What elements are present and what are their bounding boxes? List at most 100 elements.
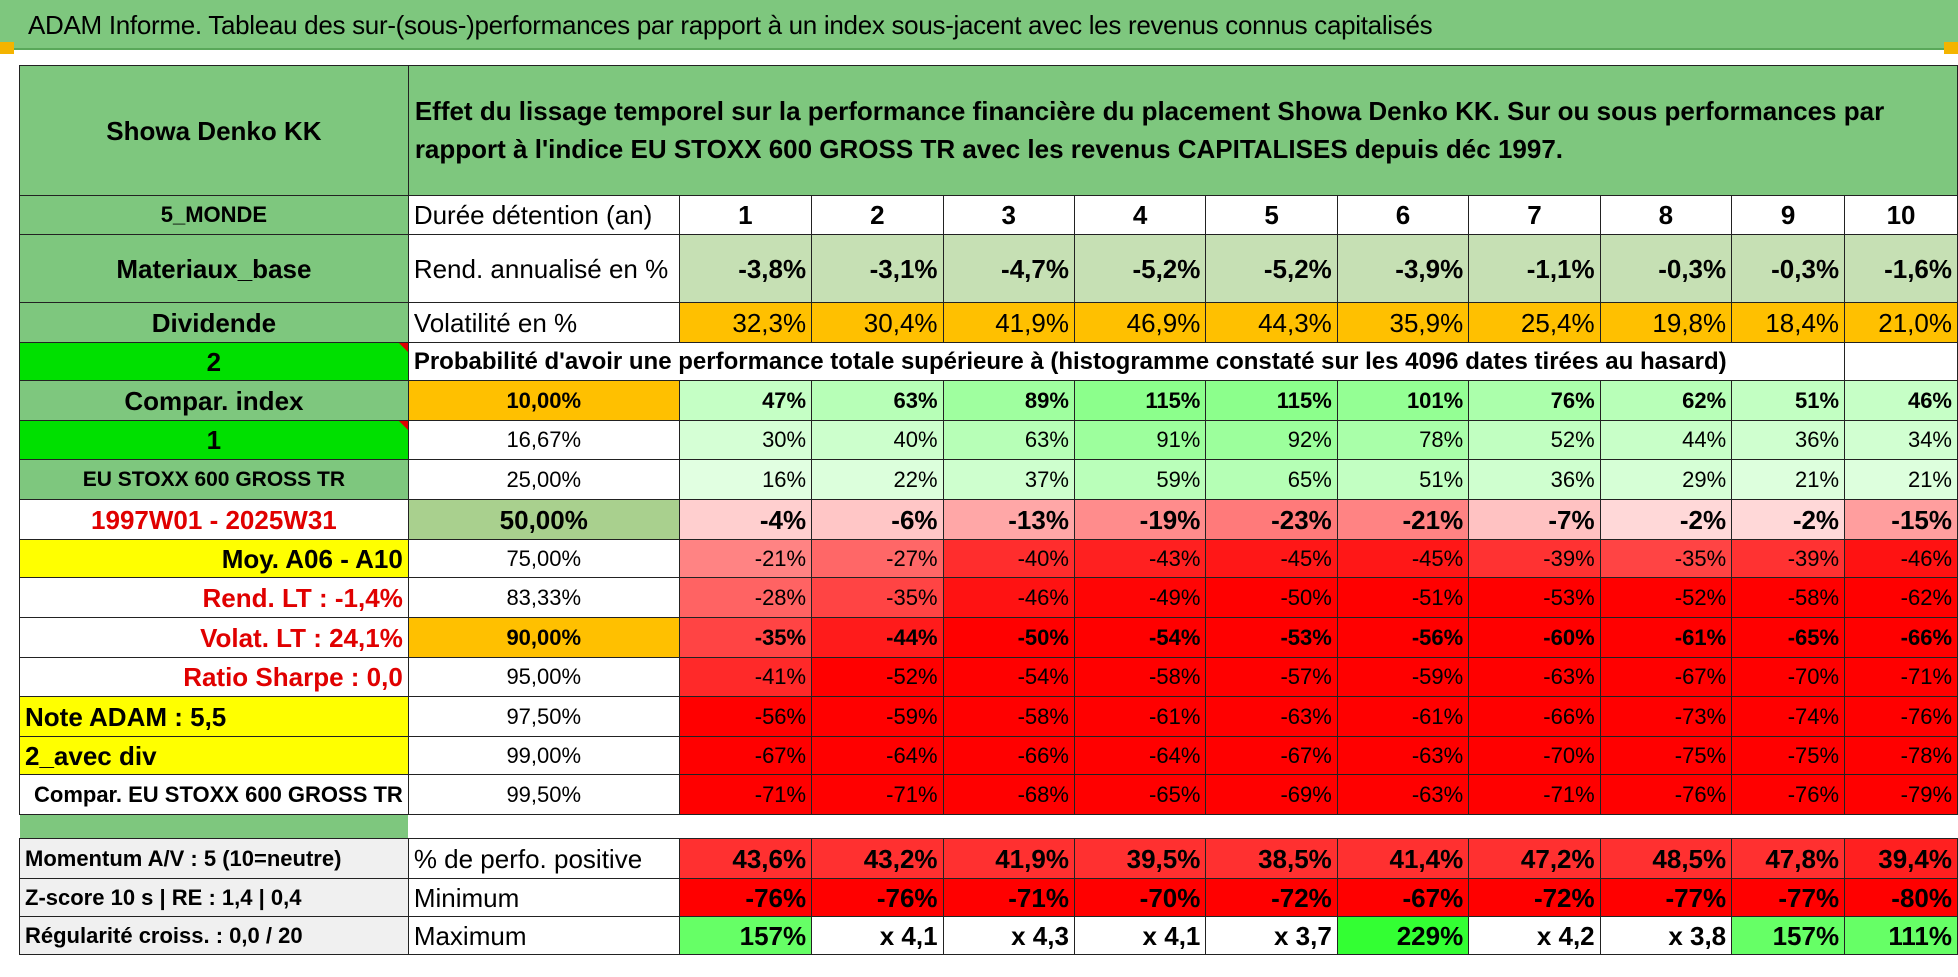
max-cell: x 4,3 bbox=[942, 916, 1075, 955]
quantile-cell: -46% bbox=[1844, 539, 1958, 578]
quantile-cell: -66% bbox=[942, 736, 1075, 775]
quantile-cell: -68% bbox=[942, 774, 1075, 815]
min-cell: -71% bbox=[942, 878, 1075, 917]
quantile-cell: -7% bbox=[1468, 499, 1601, 540]
year-header: 1 bbox=[678, 195, 813, 235]
rend-row: Materiaux_base Rend. annualisé en % -3,8… bbox=[19, 234, 1958, 303]
quantile-cell: 21% bbox=[1844, 459, 1958, 500]
min-cell: -76% bbox=[811, 878, 944, 917]
quantile-cell: 36% bbox=[1468, 459, 1601, 500]
quantile-cell: -2% bbox=[1599, 499, 1733, 540]
quantile-cell: -76% bbox=[1844, 696, 1958, 737]
quantile-cell: -63% bbox=[1468, 657, 1601, 697]
quantile-cell: -53% bbox=[1468, 577, 1601, 618]
blank-cell bbox=[1844, 342, 1958, 381]
quantile-cell: -39% bbox=[1731, 539, 1846, 578]
quantile-cell: -50% bbox=[1205, 577, 1338, 618]
quantile-cell: -56% bbox=[678, 696, 813, 737]
q-row-9: 2_avec div 99,00% -67% -64% -66% -64% -67% -63… bbox=[19, 736, 1958, 775]
quantile-cell: -41% bbox=[678, 657, 813, 697]
quantile-cell: -54% bbox=[1073, 617, 1207, 658]
quantile-cell: -45% bbox=[1205, 539, 1338, 578]
index-name: EU STOXX 600 GROSS TR bbox=[19, 459, 409, 500]
quantile-cell: -64% bbox=[1073, 736, 1207, 775]
quantile-label: 99,50% bbox=[407, 774, 680, 815]
quantile-cell: 65% bbox=[1205, 459, 1338, 500]
duration-label: Durée détention (an) bbox=[407, 195, 680, 235]
quantile-cell: -65% bbox=[1073, 774, 1207, 815]
vol-cell: 35,9% bbox=[1336, 302, 1470, 343]
momentum-label: Momentum A/V : 5 (10=neutre) bbox=[19, 838, 409, 879]
q-row-1: 1 16,67% 30% 40% 63% 91% 92% 78% 52% 44% 36% 34% bbox=[19, 420, 1958, 460]
quantile-cell: -70% bbox=[1731, 657, 1846, 697]
quantile-cell: -35% bbox=[678, 617, 813, 658]
quantile-label: 16,67% bbox=[407, 420, 680, 460]
quantile-cell: -27% bbox=[811, 539, 944, 578]
pos-cell: 43,6% bbox=[678, 838, 813, 879]
quantile-cell: 51% bbox=[1731, 380, 1846, 421]
vol-row: Dividende Volatilité en % 32,3% 30,4% 41,9… bbox=[19, 302, 1958, 343]
separator-green bbox=[19, 814, 409, 839]
rend-cell: -3,1% bbox=[811, 234, 944, 303]
max-cell: 157% bbox=[678, 916, 813, 955]
quantile-cell: -74% bbox=[1731, 696, 1846, 737]
quantile-cell: 44% bbox=[1599, 420, 1733, 460]
quantile-label: 10,00% bbox=[407, 380, 680, 421]
quantile-cell: 22% bbox=[811, 459, 944, 500]
year-header: 10 bbox=[1844, 195, 1958, 235]
vol-label: Volatilité en % bbox=[407, 302, 680, 343]
q-row-5: Rend. LT : -1,4% 83,33% -28% -35% -46% -49% -… bbox=[19, 577, 1958, 618]
separator-blank bbox=[408, 815, 1957, 839]
quantile-label: 83,33% bbox=[407, 577, 680, 618]
quantile-cell: 89% bbox=[942, 380, 1075, 421]
avec-div-label: 2_avec div bbox=[19, 736, 409, 775]
vol-cell: 30,4% bbox=[811, 302, 944, 343]
quantile-cell: -67% bbox=[1599, 657, 1733, 697]
compar-label: Compar. EU STOXX 600 GROSS TR bbox=[19, 774, 409, 815]
max-cell: x 4,2 bbox=[1468, 916, 1601, 955]
quantile-cell: -45% bbox=[1336, 539, 1470, 578]
quantile-cell: -70% bbox=[1468, 736, 1601, 775]
max-cell: x 4,1 bbox=[811, 916, 944, 955]
quantile-cell: -13% bbox=[942, 499, 1075, 540]
min-row: Z-score 10 s | RE : 1,4 | 0,4 Minimum -7… bbox=[19, 878, 1958, 917]
quantile-label: 75,00% bbox=[407, 539, 680, 578]
years-row: 5_MONDE Durée détention (an) 1 2 3 4 5 6 7 8 9 10 bbox=[19, 195, 1958, 235]
quantile-cell: 76% bbox=[1468, 380, 1601, 421]
quantile-cell: -59% bbox=[1336, 657, 1470, 697]
quantile-cell: 16% bbox=[678, 459, 813, 500]
compar-index-label: Compar. index bbox=[19, 380, 409, 421]
q-row-7: Ratio Sharpe : 0,0 95,00% -41% -52% -54% -58… bbox=[19, 657, 1958, 697]
quantile-cell: 29% bbox=[1599, 459, 1733, 500]
quantile-cell: 52% bbox=[1468, 420, 1601, 460]
rend-cell: -5,2% bbox=[1073, 234, 1207, 303]
quantile-cell: -58% bbox=[942, 696, 1075, 737]
quantile-cell: -66% bbox=[1844, 617, 1958, 658]
quantile-label: 90,00% bbox=[407, 617, 680, 658]
quantile-cell: -58% bbox=[1073, 657, 1207, 697]
report-title: ADAM Informe. Tableau des sur-(sous-)per… bbox=[0, 0, 1958, 50]
max-cell: 229% bbox=[1336, 916, 1470, 955]
quantile-cell: -2% bbox=[1731, 499, 1846, 540]
quantile-cell: -63% bbox=[1336, 736, 1470, 775]
max-cell: x 4,1 bbox=[1073, 916, 1207, 955]
q-row-3: 1997W01 - 2025W31 50,00% -4% -6% -13% -19% -2… bbox=[19, 499, 1958, 540]
max-cell: 111% bbox=[1844, 916, 1958, 955]
q-row-4: Moy. A06 - A10 75,00% -21% -27% -40% -43% -45… bbox=[19, 539, 1958, 578]
quantile-cell: -19% bbox=[1073, 499, 1207, 540]
vol-cell: 19,8% bbox=[1599, 302, 1733, 343]
quantile-cell: -76% bbox=[1599, 774, 1733, 815]
pos-cell: 38,5% bbox=[1205, 838, 1338, 879]
quantile-cell: -73% bbox=[1599, 696, 1733, 737]
pos-cell: 48,5% bbox=[1599, 838, 1733, 879]
quantile-cell: -21% bbox=[1336, 499, 1470, 540]
vol-cell: 41,9% bbox=[942, 302, 1075, 343]
min-cell: -80% bbox=[1844, 878, 1958, 917]
quantile-cell: 59% bbox=[1073, 459, 1207, 500]
quantile-cell: -75% bbox=[1731, 736, 1846, 775]
blank-cell bbox=[1731, 342, 1846, 381]
quantile-cell: -71% bbox=[1468, 774, 1601, 815]
note-adam: Note ADAM : 5,5 bbox=[19, 696, 409, 737]
year-header: 9 bbox=[1731, 195, 1846, 235]
quantile-label: 95,00% bbox=[407, 657, 680, 697]
